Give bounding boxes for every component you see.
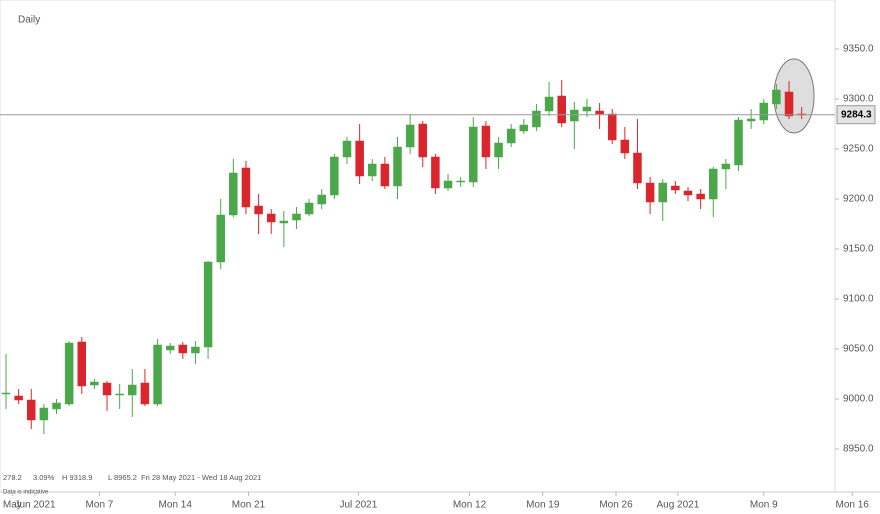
- stat: 278.2: [3, 473, 22, 482]
- candle-body: [178, 344, 188, 354]
- candle-body: [418, 123, 428, 158]
- note: Data is indicative: [3, 490, 49, 496]
- candle-body: [443, 180, 453, 189]
- candle-body: [140, 382, 150, 405]
- x-tick-label: Mon 19: [526, 500, 560, 511]
- candle-body: [279, 220, 289, 224]
- candle-body: [216, 214, 225, 263]
- candle-body: [746, 118, 756, 122]
- y-tick-label: 9300.0: [843, 94, 874, 105]
- candle-body: [658, 182, 667, 203]
- stat: Fri 28 May 2021 - Wed 18 Aug 2021: [141, 473, 261, 482]
- y-tick-label: 9000.0: [843, 394, 874, 405]
- x-tick-label: Jun 2021: [14, 500, 56, 511]
- stat: H 9318.9: [62, 473, 92, 482]
- y-tick-label: 9150.0: [843, 244, 874, 255]
- candle-body: [292, 213, 301, 221]
- candle-body: [27, 399, 36, 421]
- candle-body: [304, 202, 314, 215]
- candle-body: [759, 102, 769, 121]
- candle-body: [405, 124, 415, 148]
- candle-body: [52, 402, 61, 410]
- candle-body: [633, 152, 642, 184]
- candle-body: [165, 345, 175, 351]
- candle-body: [393, 146, 402, 187]
- stat: 3.09%: [33, 473, 55, 482]
- candle-body: [494, 142, 503, 158]
- candle-body: [355, 140, 364, 177]
- y-tick-label: 8950.0: [843, 444, 874, 455]
- y-tick-label: 9350.0: [843, 44, 874, 55]
- last-price-label: 9284.3: [841, 109, 872, 120]
- x-tick-label: Jul 2021: [339, 500, 377, 511]
- candle-body: [734, 119, 743, 166]
- candle-body: [229, 172, 238, 216]
- x-tick-label: Mon 7: [86, 500, 114, 511]
- y-tick-label: 9100.0: [843, 294, 874, 305]
- candle-body: [90, 381, 99, 386]
- candle-body: [153, 344, 162, 405]
- candle-body: [696, 193, 705, 200]
- candle-body: [330, 156, 339, 196]
- candle-body: [671, 185, 680, 191]
- x-tick-label: Mon 21: [232, 500, 266, 511]
- candle-body: [368, 163, 377, 177]
- candle-body: [115, 393, 124, 396]
- candle-body: [317, 194, 326, 205]
- candle-body: [620, 139, 630, 154]
- candle-body: [595, 110, 604, 115]
- x-tick-label: Mon 14: [159, 500, 193, 511]
- candle-body: [582, 106, 592, 112]
- candle-body: [544, 96, 554, 112]
- y-tick-label: 9250.0: [843, 144, 874, 155]
- candle-body: [557, 95, 566, 124]
- candle-body: [607, 113, 617, 141]
- candle-body: [506, 128, 516, 144]
- y-tick-label: 9200.0: [843, 194, 874, 205]
- stats: 278.2 3.09% H 9318.9 L 8965.2 Fri 28 May 202…: [3, 473, 261, 482]
- x-tick-label: Mon 26: [599, 500, 633, 511]
- y-tick-label: 9050.0: [843, 344, 874, 355]
- plot-area: [0, 0, 836, 493]
- candle-body: [342, 140, 352, 158]
- candle-body: [784, 91, 794, 117]
- candle-body: [683, 190, 693, 196]
- candle-body: [102, 382, 112, 396]
- candle-body: [431, 156, 440, 189]
- x-tick-label: Mon 16: [835, 500, 869, 511]
- chart-title: Daily: [18, 15, 40, 26]
- candle-body: [772, 89, 781, 105]
- stat: L 8965.2: [108, 473, 137, 482]
- candle-body: [709, 168, 718, 200]
- candle-body: [191, 346, 200, 354]
- candle-body: [645, 182, 655, 203]
- x-tick-label: Mon 12: [453, 500, 487, 511]
- candle-body: [1, 392, 11, 395]
- last-price-box: [836, 105, 876, 125]
- candle-body: [77, 341, 87, 387]
- candle-body: [14, 395, 23, 401]
- candle-body: [481, 125, 491, 158]
- x-tick-label: May: [3, 500, 22, 511]
- candle-body: [380, 163, 390, 187]
- candle-body: [39, 407, 49, 421]
- candle-body: [456, 180, 465, 183]
- x-tick-label: Aug 2021: [656, 500, 699, 511]
- candle-body: [254, 205, 263, 215]
- candle-body: [532, 110, 541, 128]
- candle-body: [721, 163, 731, 170]
- candle-body: [241, 167, 251, 208]
- x-tick-label: Mon 9: [750, 500, 778, 511]
- candle-body: [469, 126, 478, 183]
- candle-body: [266, 213, 276, 223]
- candle-body: [128, 384, 137, 396]
- candle-body: [203, 261, 213, 348]
- candle-body: [64, 342, 74, 405]
- candle-body: [519, 124, 529, 132]
- candle-body: [570, 109, 579, 122]
